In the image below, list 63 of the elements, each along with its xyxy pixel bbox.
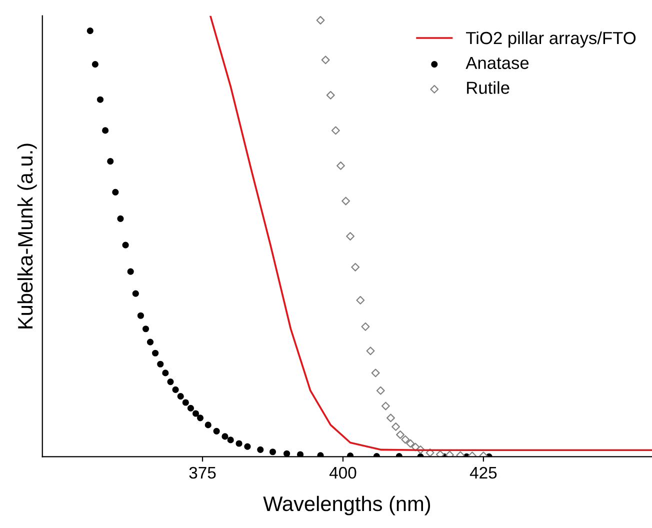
point	[182, 399, 189, 406]
point	[127, 268, 134, 275]
point	[269, 448, 276, 456]
point	[187, 404, 194, 412]
point	[162, 370, 169, 376]
legend-label: Rutile	[467, 81, 510, 94]
point	[321, 56, 330, 64]
point	[102, 127, 109, 134]
point	[107, 158, 114, 165]
point	[122, 242, 129, 248]
point	[366, 346, 375, 356]
point	[336, 162, 345, 170]
point	[392, 422, 400, 431]
point	[406, 439, 415, 448]
x-axis-title: Wavelengths (nm)	[263, 496, 430, 516]
point	[386, 414, 395, 422]
point	[244, 443, 251, 450]
point	[381, 402, 390, 410]
point	[92, 61, 98, 68]
point	[351, 262, 360, 272]
point	[342, 196, 350, 206]
point	[317, 452, 324, 457]
point	[316, 16, 325, 24]
point	[196, 414, 204, 422]
x-tick-label: 375	[189, 466, 216, 479]
point	[401, 435, 410, 444]
point	[86, 28, 94, 34]
legend-label: TiO2 pillar arrays/FTO	[466, 31, 636, 48]
point	[204, 422, 212, 428]
point	[117, 215, 124, 222]
point	[446, 450, 454, 457]
point	[172, 386, 179, 393]
point	[331, 126, 340, 135]
point	[142, 326, 150, 332]
point	[361, 322, 370, 331]
point	[146, 338, 154, 346]
point	[177, 393, 184, 400]
point	[137, 312, 144, 319]
point	[152, 350, 159, 356]
point	[257, 446, 264, 453]
point	[396, 430, 405, 439]
point	[283, 450, 290, 457]
point	[326, 90, 335, 100]
point	[356, 296, 365, 304]
point	[132, 290, 139, 297]
point	[236, 440, 242, 447]
point	[436, 450, 444, 457]
point	[192, 410, 200, 417]
point	[213, 428, 220, 434]
point	[157, 360, 164, 368]
point	[227, 436, 234, 444]
y-axis-title: Kubelka-Munk (a.u.)	[17, 144, 37, 328]
point	[96, 96, 104, 103]
x-tick-label: 400	[329, 466, 356, 479]
point	[296, 451, 304, 457]
point	[167, 378, 174, 386]
point	[346, 232, 355, 241]
point	[112, 188, 119, 196]
point	[371, 368, 380, 378]
x-tick-label: 425	[470, 466, 497, 479]
point	[222, 433, 228, 440]
legend-label: Anatase	[466, 56, 529, 70]
point	[376, 386, 385, 395]
